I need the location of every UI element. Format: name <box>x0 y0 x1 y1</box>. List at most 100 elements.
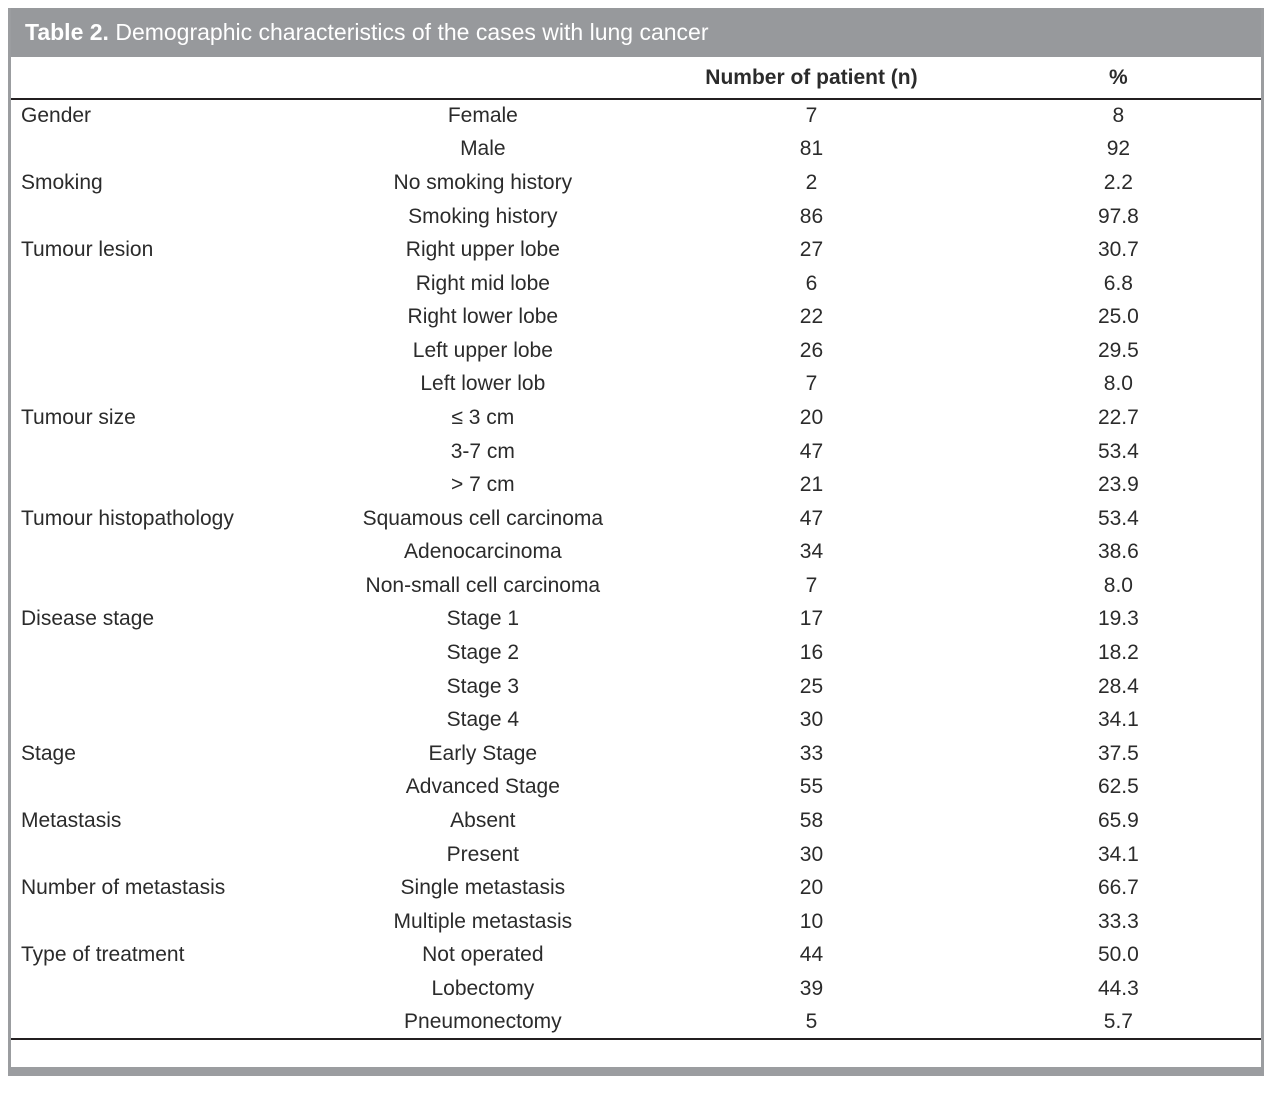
category-cell <box>11 435 319 469</box>
n-cell: 34 <box>799 540 824 564</box>
subcategory-cell: Not operated <box>422 943 544 967</box>
header-subcategory <box>318 57 648 100</box>
n-cell: 30 <box>799 842 824 866</box>
subcategory-cell: Lobectomy <box>431 976 535 1000</box>
category-cell <box>11 838 319 872</box>
pct-cell: 8 <box>1112 104 1125 128</box>
category-cell <box>11 334 319 368</box>
demographics-table: Number of patient (n) % Gender Female 7 8 Ma… <box>11 57 1261 1041</box>
subcategory-cell: Absent <box>450 808 516 832</box>
table-row: > 7 cm 21 23.9 <box>11 468 1261 502</box>
header-row: Number of patient (n) % <box>11 57 1261 100</box>
table-body: Gender Female 7 8 Male 81 92 Smoking No smoking … <box>11 99 1261 1039</box>
category-cell: Smoking <box>21 170 103 194</box>
table-row: Type of treatment Not operated 44 50.0 <box>11 938 1261 972</box>
category-cell: Tumour size <box>21 405 136 429</box>
category-cell <box>11 771 319 805</box>
category-cell <box>11 468 319 502</box>
n-cell: 7 <box>805 372 818 396</box>
subcategory-cell: Multiple metastasis <box>393 909 573 933</box>
n-cell: 26 <box>799 338 824 362</box>
pct-cell: 6.8 <box>1103 271 1133 295</box>
n-cell: 20 <box>799 876 824 900</box>
subcategory-cell: > 7 cm <box>451 473 515 497</box>
n-cell: 10 <box>799 909 824 933</box>
n-cell: 22 <box>799 305 824 329</box>
category-cell: Number of metastasis <box>21 876 226 900</box>
category-cell <box>11 300 319 334</box>
subcategory-cell: Right upper lobe <box>405 238 560 262</box>
n-cell: 44 <box>799 943 824 967</box>
n-cell: 27 <box>799 238 824 262</box>
subcategory-cell: Stage 3 <box>446 674 520 698</box>
pct-cell: 66.7 <box>1097 876 1139 900</box>
category-cell <box>11 670 319 704</box>
header-category <box>11 57 319 100</box>
table-row: Tumour histopathology Squamous cell carci… <box>11 502 1261 536</box>
category-cell <box>11 636 319 670</box>
category-cell <box>11 133 319 167</box>
table-row: Smoking No smoking history 2 2.2 <box>11 166 1261 200</box>
subcategory-cell: Left upper lobe <box>412 338 553 362</box>
subcategory-cell: Pneumonectomy <box>404 1009 562 1033</box>
pct-cell: 34.1 <box>1097 708 1139 732</box>
category-cell: Gender <box>21 104 92 128</box>
category-cell <box>11 905 319 939</box>
n-cell: 6 <box>805 271 818 295</box>
n-cell: 21 <box>799 473 824 497</box>
subcategory-cell: Smoking history <box>408 204 558 228</box>
table-row: Stage Early Stage 33 37.5 <box>11 737 1261 771</box>
pct-cell: 62.5 <box>1097 775 1139 799</box>
pct-cell: 38.6 <box>1097 540 1139 564</box>
subcategory-cell: Adenocarcinoma <box>404 540 562 564</box>
pct-cell: 2.2 <box>1103 170 1133 194</box>
subcategory-cell: Non-small cell carcinoma <box>365 573 601 597</box>
n-cell: 2 <box>805 170 818 194</box>
n-cell: 20 <box>799 405 824 429</box>
n-cell: 17 <box>799 607 824 631</box>
subcategory-cell: Female <box>447 104 518 128</box>
category-cell <box>11 972 319 1006</box>
n-cell: 7 <box>805 573 818 597</box>
table-row: Advanced Stage 55 62.5 <box>11 771 1261 805</box>
category-cell <box>11 200 319 234</box>
subcategory-cell: Advanced Stage <box>405 775 560 799</box>
category-cell <box>11 536 319 570</box>
pct-cell: 18.2 <box>1097 641 1139 665</box>
n-cell: 86 <box>799 204 824 228</box>
category-cell <box>11 368 319 402</box>
table-title-bar: Table 2. Demographic characteristics of … <box>11 8 1261 57</box>
pct-cell: 97.8 <box>1097 204 1139 228</box>
table-row: 3-7 cm 47 53.4 <box>11 435 1261 469</box>
table-row: Male 81 92 <box>11 133 1261 167</box>
subcategory-cell: Male <box>460 137 506 161</box>
category-cell <box>11 267 319 301</box>
header-number-of-patients: Number of patient (n) <box>647 57 976 100</box>
table-row: Left upper lobe 26 29.5 <box>11 334 1261 368</box>
pct-cell: 50.0 <box>1097 943 1139 967</box>
n-cell: 58 <box>799 808 824 832</box>
table-row: Non-small cell carcinoma 7 8.0 <box>11 569 1261 603</box>
category-cell: Metastasis <box>21 808 122 832</box>
subcategory-cell: Left lower lob <box>420 372 546 396</box>
table-row: Number of metastasis Single metastasis 20 6… <box>11 871 1261 905</box>
table-footer-strip <box>11 1040 1261 1068</box>
table-row: Metastasis Absent 58 65.9 <box>11 804 1261 838</box>
category-cell <box>11 1006 319 1040</box>
category-cell: Type of treatment <box>21 943 185 967</box>
table-row: Pneumonectomy 5 5.7 <box>11 1006 1261 1040</box>
subcategory-cell: Stage 4 <box>446 708 520 732</box>
table-row: Right mid lobe 6 6.8 <box>11 267 1261 301</box>
subcategory-cell: Right mid lobe <box>415 271 550 295</box>
subcategory-cell: Stage 2 <box>446 641 520 665</box>
category-cell <box>11 569 319 603</box>
pct-cell: 53.4 <box>1097 439 1139 463</box>
pct-cell: 37.5 <box>1097 741 1139 765</box>
n-cell: 47 <box>799 506 824 530</box>
pct-cell: 65.9 <box>1097 808 1139 832</box>
subcategory-cell: 3-7 cm <box>450 439 515 463</box>
n-cell: 7 <box>805 104 818 128</box>
table-row: Disease stage Stage 1 17 19.3 <box>11 603 1261 637</box>
pct-cell: 33.3 <box>1097 909 1139 933</box>
subcategory-cell: Squamous cell carcinoma <box>362 506 604 530</box>
